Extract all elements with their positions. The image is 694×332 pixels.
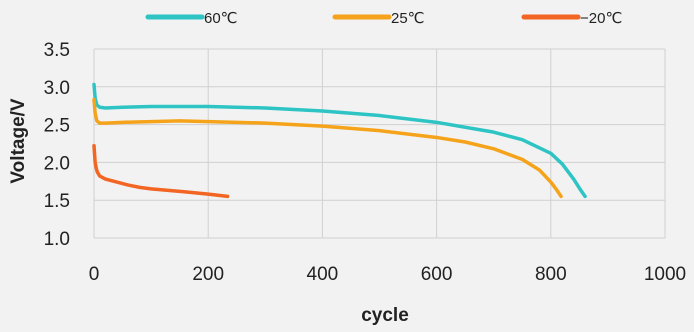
y-tick-label: 3.5	[44, 40, 70, 61]
y-axis-label: Voltage/V	[8, 98, 29, 183]
legend: 60℃ 25℃ −20℃	[145, 10, 622, 27]
x-tick-label: 800	[535, 264, 567, 285]
x-tick-label: 400	[307, 264, 339, 285]
y-tick-label: 1.5	[44, 191, 70, 212]
legend-label-1: 25℃	[391, 10, 425, 27]
legend-label-0: 60℃	[204, 10, 238, 27]
series-layer	[92, 82, 587, 199]
y-tick-label: 1.0	[44, 229, 70, 250]
series-line-1	[92, 97, 563, 199]
x-tick-label: 0	[89, 264, 100, 285]
x-tick-label: 600	[421, 264, 453, 285]
series-line-0	[92, 82, 587, 199]
legend-label-2: −20℃	[580, 10, 622, 27]
y-tick-label: 2.5	[44, 116, 70, 137]
x-axis-label: cycle	[361, 305, 409, 326]
x-tick-label: 200	[192, 264, 224, 285]
y-tick-label: 3.0	[44, 78, 70, 99]
x-tick-label: 1000	[644, 264, 686, 285]
tick-labels: 1.0 1.5 2.0 2.5 3.0 3.5 0 200 400 600 800 1000	[44, 40, 687, 285]
y-tick-label: 2.0	[44, 153, 70, 174]
grid	[93, 48, 666, 239]
series-line-2	[92, 144, 230, 199]
